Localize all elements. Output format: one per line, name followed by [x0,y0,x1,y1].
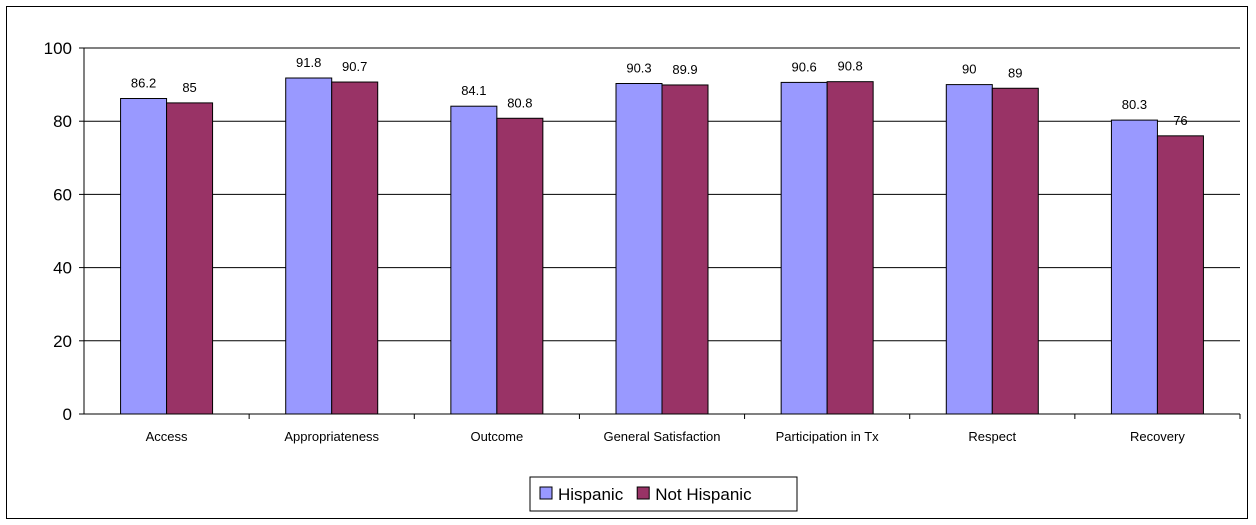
bar-not-hispanic [826,81,874,415]
x-tick-label: Appropriateness [284,429,379,444]
bar-hispanic [945,84,993,415]
bar-not-hispanic [991,87,1039,415]
legend-label: Not Hispanic [655,485,752,504]
data-label: 90.3 [626,61,651,76]
y-tick-label: 60 [53,185,72,204]
legend-swatch [539,486,553,500]
bar-hispanic [450,105,498,415]
data-label: 85 [182,80,196,95]
legend-box [529,476,798,512]
bar-not-hispanic [1156,135,1204,415]
legend-swatch [636,486,650,500]
x-tick-label: Access [146,429,188,444]
legend: Hispanic Not Hispanic [529,476,798,512]
bar-not-hispanic [331,81,379,415]
data-label: 90.8 [837,59,862,74]
legend-label: Hispanic [558,485,624,504]
data-label: 91.8 [296,55,321,70]
data-label: 80.3 [1122,97,1147,112]
y-tick-label: 40 [53,259,72,278]
bar-hispanic [1110,119,1158,415]
bar-not-hispanic [496,117,544,415]
y-tick-label: 80 [53,112,72,131]
y-tick-label: 100 [44,39,72,58]
data-label: 86.2 [131,76,156,91]
x-tick-label: Respect [968,429,1016,444]
x-tick-label: Participation in Tx [776,429,880,444]
data-label: 76 [1173,113,1187,128]
bar-not-hispanic [661,84,709,415]
bar-hispanic [615,83,663,415]
x-tick-label: Recovery [1130,429,1185,444]
bar-hispanic [780,81,828,415]
bar-hispanic [285,77,333,415]
data-label: 90 [962,62,976,77]
data-label: 89.9 [672,62,697,77]
bar-hispanic [120,98,168,415]
x-tick-label: Outcome [470,429,523,444]
data-label: 80.8 [507,95,532,110]
y-tick-label: 0 [63,405,72,424]
data-label: 90.7 [342,59,367,74]
data-label: 84.1 [461,83,486,98]
y-tick-label: 20 [53,332,72,351]
bar-not-hispanic [166,102,214,415]
x-tick-label: General Satisfaction [603,429,720,444]
data-label: 90.6 [791,59,816,74]
data-label: 89 [1008,65,1022,80]
